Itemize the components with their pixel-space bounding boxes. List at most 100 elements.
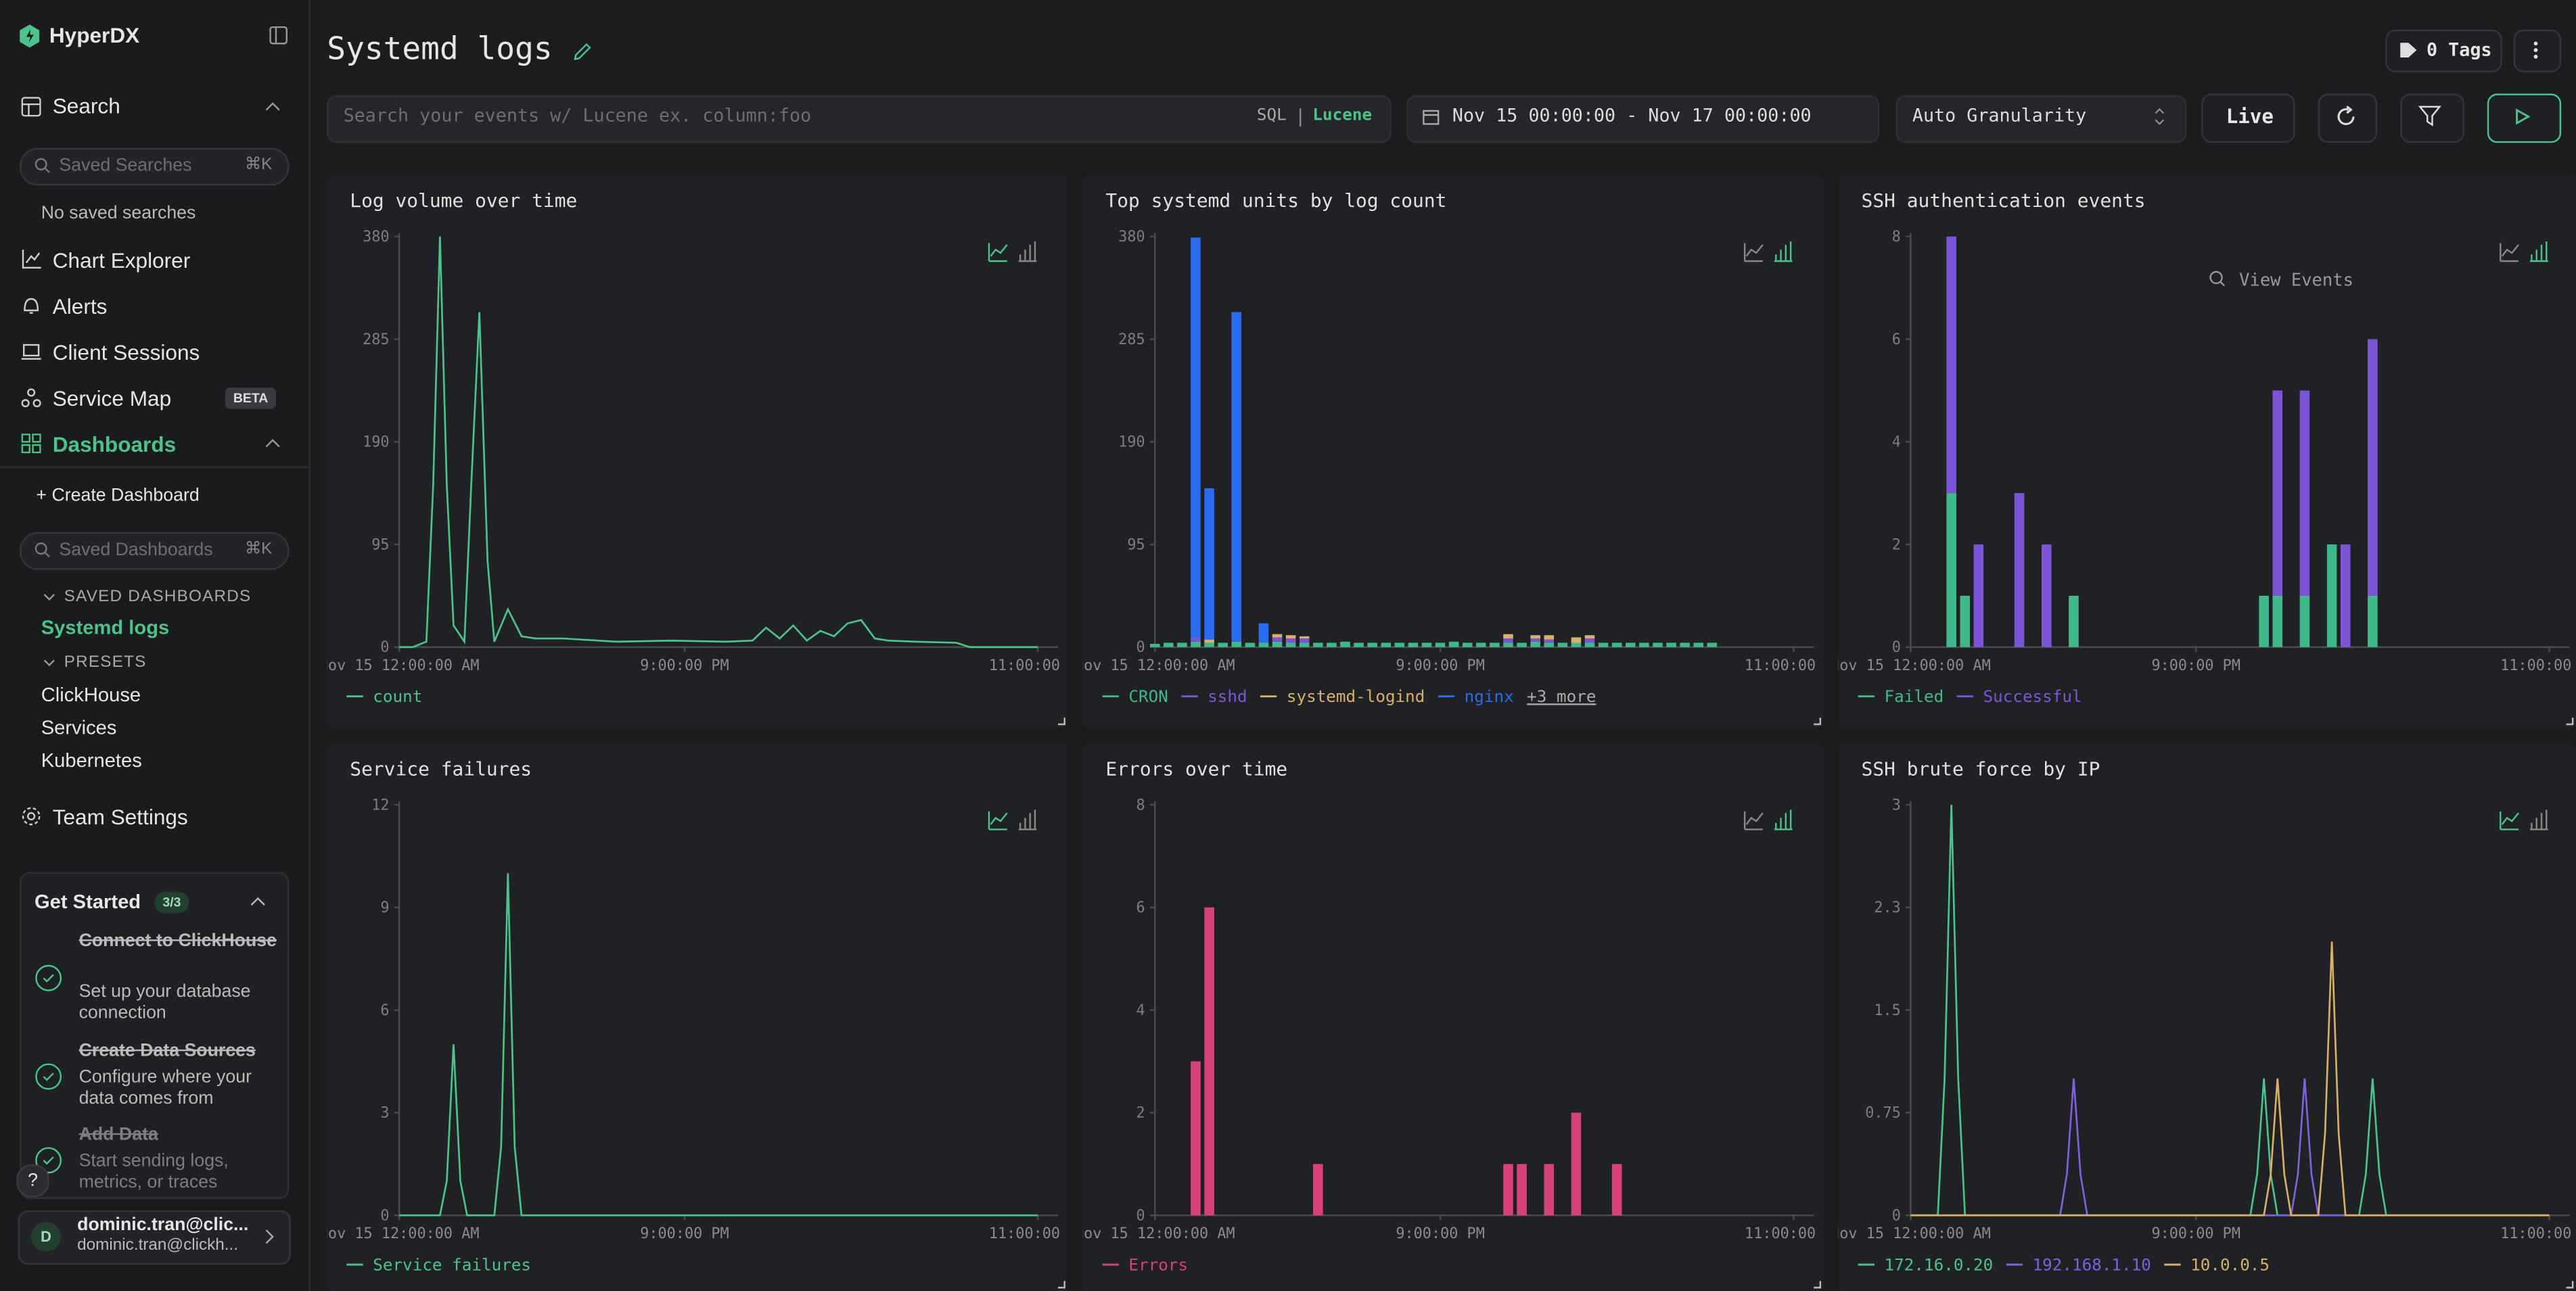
help-button[interactable]: ?: [16, 1164, 49, 1198]
annotation[interactable]: View Events: [2239, 271, 2353, 291]
legend-label[interactable]: 10.0.0.5: [2190, 1254, 2270, 1274]
line-view-toggle[interactable]: [2500, 811, 2519, 830]
bar-segment: [1544, 639, 1555, 643]
bar-segment: [1571, 642, 1582, 647]
search-placeholder: Search your events w/ Lucene ex. column:…: [343, 105, 812, 126]
step-title: Create Data Sources: [78, 1041, 256, 1061]
y-tick-label: 2.3: [1874, 899, 1900, 916]
chart-panel: SSH brute force by IP 0 0.75 1.5 2.3 3 Nov 15 …: [1831, 744, 2576, 1291]
create-dashboard[interactable]: + Create Dashboard: [36, 486, 200, 506]
y-tick-label: 285: [363, 331, 389, 348]
separator: [1299, 108, 1302, 126]
bar-segment: [1611, 1164, 1622, 1216]
line-view-toggle[interactable]: [1743, 243, 1764, 262]
x-tick-label: 11:00:00 PM: [1745, 1225, 1824, 1242]
search-glass: [34, 542, 50, 558]
legend-label[interactable]: systemd-logind: [1287, 686, 1425, 706]
resize-handle: [2566, 718, 2574, 726]
filter-icon: [2418, 105, 2441, 126]
y-tick-label: 6: [380, 1002, 389, 1019]
line-view-toggle[interactable]: [1743, 811, 1764, 830]
bar-segment: [1517, 642, 1527, 647]
preset-link[interactable]: Kubernetes: [41, 749, 142, 772]
chevron[interactable]: [250, 897, 266, 907]
legend-label[interactable]: Service failures: [373, 1254, 531, 1274]
line-view-toggle[interactable]: [2500, 243, 2519, 262]
x-tick-label: 9:00:00 PM: [640, 657, 729, 674]
date-picker[interactable]: [1406, 95, 1880, 143]
search-bar[interactable]: [327, 95, 1392, 143]
bar-segment: [2259, 595, 2269, 647]
x-tick-label: 9:00:00 PM: [1396, 1225, 1485, 1242]
legend-label[interactable]: count: [373, 686, 422, 706]
bar-segment: [1367, 642, 1377, 647]
legend-label[interactable]: sshd: [1208, 686, 1247, 706]
bar-segment: [1354, 642, 1364, 647]
granularity-select[interactable]: [1895, 95, 2187, 143]
bar-segment: [1258, 642, 1269, 647]
user-menu[interactable]: [18, 1210, 291, 1265]
edit-button[interactable]: [574, 43, 592, 61]
user-name: dominic.tran@clic...: [77, 1215, 249, 1236]
nav-search[interactable]: Search: [52, 93, 120, 118]
bar-segment: [1626, 642, 1636, 647]
legend-more[interactable]: +3 more: [1527, 686, 1596, 706]
bar-segment: [1299, 636, 1310, 639]
bar-segment: [1394, 642, 1405, 647]
bar-view-toggle[interactable]: [2529, 241, 2548, 262]
bar-view-toggle[interactable]: [1774, 241, 1793, 262]
preset-link[interactable]: Services: [41, 715, 117, 739]
bar-view-toggle[interactable]: [2529, 809, 2548, 830]
legend-label[interactable]: 172.16.0.20: [1885, 1254, 1994, 1274]
bar-view-toggle[interactable]: [1018, 809, 1037, 830]
bar-segment: [1571, 637, 1582, 643]
nav-icon: [24, 298, 39, 314]
legend-label[interactable]: Successful: [1983, 686, 2082, 706]
bar-view-toggle[interactable]: [1774, 809, 1793, 830]
nav-item[interactable]: Alerts: [52, 294, 108, 319]
bar-segment: [1177, 642, 1187, 647]
refresh-button[interactable]: [2318, 93, 2378, 143]
preset-link[interactable]: ClickHouse: [41, 683, 141, 707]
y-tick-label: 1.5: [1874, 1002, 1900, 1019]
nav-item[interactable]: Client Sessions: [52, 339, 200, 365]
nav-item[interactable]: Team Settings: [52, 804, 188, 830]
step-description: Start sending logs, metrics, or traces: [78, 1151, 229, 1193]
dashboard-search-input[interactable]: [20, 532, 290, 570]
bar-segment: [1693, 642, 1704, 647]
y-tick-label: 380: [363, 229, 389, 245]
bar-segment: [1313, 1164, 1323, 1216]
chevron: [43, 594, 55, 601]
line-view-toggle[interactable]: [988, 811, 1008, 830]
bar-view-toggle[interactable]: [1018, 241, 1037, 262]
bar-segment: [1598, 642, 1609, 647]
bar-segment: [1421, 642, 1432, 647]
bar-segment: [1503, 634, 1513, 639]
date-range: Nov 15 00:00:00 - Nov 17 00:00:00: [1452, 105, 1812, 126]
live-button[interactable]: [2201, 93, 2295, 143]
dashboard-link[interactable]: Systemd logs: [41, 615, 170, 639]
y-tick-label: 285: [1118, 331, 1145, 348]
legend-label[interactable]: Failed: [1885, 686, 1944, 706]
sidebar: HyperDX Search Saved Searches ⌘K No save…: [0, 0, 310, 1291]
legend-label[interactable]: CRON: [1128, 686, 1168, 706]
nav-dashboards[interactable]: Dashboards: [52, 431, 177, 457]
legend-label[interactable]: nginx: [1465, 686, 1514, 706]
sql-toggle[interactable]: SQL: [1256, 106, 1287, 125]
collapse-button[interactable]: [269, 26, 288, 45]
line-view-toggle[interactable]: [988, 243, 1008, 262]
nav-item[interactable]: Service Map: [52, 385, 172, 411]
line-series: [399, 236, 1038, 649]
nav-item[interactable]: Chart Explorer: [52, 248, 191, 273]
legend-label[interactable]: 192.168.1.10: [2033, 1254, 2151, 1274]
x-tick-label: Nov 15 12:00:00 AM: [1082, 657, 1235, 674]
legend-label[interactable]: Errors: [1128, 1254, 1188, 1274]
saved-search-input[interactable]: [20, 147, 290, 186]
bar-segment: [2272, 595, 2283, 647]
x-tick-label: Nov 15 12:00:00 AM: [327, 1225, 479, 1242]
bar-segment: [1191, 1061, 1201, 1216]
y-tick-label: 3: [380, 1105, 389, 1122]
lucene-toggle[interactable]: Lucene: [1312, 106, 1373, 125]
bar-segment: [1191, 641, 1201, 647]
